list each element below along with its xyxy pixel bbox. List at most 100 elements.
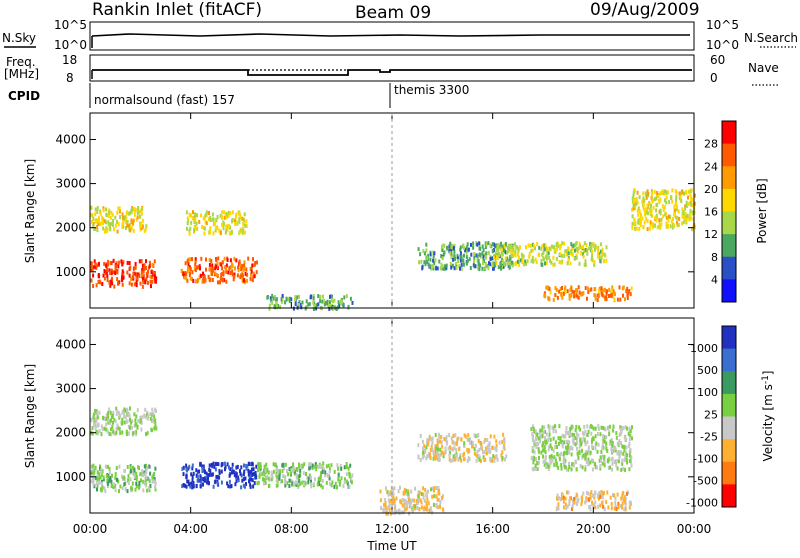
velocity-cb-label-main: Velocity [m s bbox=[761, 384, 775, 461]
velocity-cell bbox=[212, 484, 215, 489]
power-cell bbox=[108, 268, 111, 273]
velocity-cell bbox=[108, 477, 111, 482]
velocity-cell bbox=[572, 497, 575, 502]
power-cell bbox=[459, 258, 462, 263]
power-cell bbox=[116, 210, 119, 215]
power-cell bbox=[442, 252, 445, 257]
velocity-cell bbox=[337, 476, 340, 481]
power-cell bbox=[117, 260, 120, 265]
power-cell bbox=[495, 261, 498, 266]
velocity-cell bbox=[97, 430, 100, 435]
power-cell bbox=[675, 194, 678, 199]
velocity-cell bbox=[556, 496, 558, 501]
power-cell bbox=[570, 285, 573, 290]
power-cell bbox=[191, 257, 193, 262]
power-cell bbox=[219, 280, 221, 285]
power-cell bbox=[452, 257, 455, 262]
velocity-cell bbox=[309, 462, 312, 466]
power-cell bbox=[252, 257, 254, 262]
power-cell bbox=[290, 297, 293, 302]
velocity-cell bbox=[317, 476, 320, 481]
power-cell bbox=[225, 212, 228, 217]
power-cell bbox=[130, 218, 133, 223]
velocity-cell bbox=[561, 433, 564, 438]
velocity-cell bbox=[590, 439, 593, 444]
power-cell bbox=[138, 209, 141, 214]
power-cell bbox=[331, 306, 334, 311]
velocity-cell bbox=[614, 501, 617, 506]
power-cell bbox=[691, 211, 694, 216]
power-cell bbox=[483, 252, 486, 257]
velocity-colorbar-frame bbox=[721, 325, 737, 508]
velocity-cell bbox=[116, 409, 119, 414]
power-cell bbox=[243, 260, 246, 265]
power-cell bbox=[516, 252, 519, 257]
power-cell bbox=[599, 249, 602, 254]
velocity-cell bbox=[611, 449, 614, 453]
velocity-cell bbox=[477, 433, 480, 438]
velocity-cell bbox=[542, 454, 544, 459]
search-tick-high: 10^5 bbox=[706, 18, 739, 32]
power-cell bbox=[512, 261, 515, 266]
velocity-cell bbox=[185, 484, 188, 489]
velocity-cell bbox=[628, 441, 631, 446]
power-cell bbox=[132, 228, 135, 233]
power-ytick-label: 2000 bbox=[55, 221, 86, 235]
velocity-cell bbox=[150, 427, 153, 432]
power-cell bbox=[622, 285, 625, 290]
velocity-cell bbox=[622, 425, 625, 430]
power-cell bbox=[453, 266, 456, 271]
power-cell bbox=[553, 262, 556, 267]
power-cell bbox=[229, 231, 232, 236]
velocity-cell bbox=[98, 480, 101, 485]
velocity-cell bbox=[343, 465, 346, 470]
velocity-cell bbox=[571, 462, 573, 467]
power-cell bbox=[432, 250, 435, 255]
velocity-cell bbox=[594, 500, 597, 505]
velocity-cell bbox=[535, 442, 538, 447]
power-cell bbox=[558, 260, 561, 264]
power-cell bbox=[458, 264, 461, 269]
velocity-cell bbox=[151, 479, 154, 484]
power-cell bbox=[113, 284, 116, 289]
power-cell bbox=[121, 282, 124, 287]
velocity-cell bbox=[606, 490, 609, 495]
velocity-cell bbox=[568, 499, 571, 503]
velocity-cell bbox=[564, 496, 567, 501]
power-cell bbox=[598, 254, 601, 259]
power-cell bbox=[186, 221, 189, 226]
power-cell bbox=[343, 295, 346, 300]
power-cell bbox=[517, 255, 520, 260]
velocity-cell bbox=[474, 443, 477, 448]
power-cell bbox=[192, 210, 194, 215]
velocity-cell bbox=[124, 415, 127, 420]
power-cell bbox=[208, 258, 211, 262]
power-cell bbox=[432, 264, 435, 269]
velocity-cell bbox=[114, 472, 117, 477]
velocity-cell bbox=[311, 463, 314, 468]
velocity-cell bbox=[391, 493, 394, 498]
power-cell bbox=[142, 267, 145, 272]
velocity-cell bbox=[389, 511, 392, 516]
power-cell bbox=[637, 218, 640, 223]
velocity-cell bbox=[149, 416, 152, 421]
velocity-cell bbox=[195, 484, 198, 489]
power-cell bbox=[426, 260, 428, 265]
power-cell bbox=[425, 248, 428, 253]
power-cell bbox=[229, 211, 232, 215]
power-cell bbox=[676, 223, 679, 228]
power-cell bbox=[239, 262, 242, 267]
velocity-cell bbox=[306, 475, 309, 480]
velocity-cell bbox=[208, 481, 210, 486]
velocity-cell bbox=[387, 492, 390, 497]
x-axis: 00:00 04:00 08:00 12:00 16:00 20:00 00:00 bbox=[73, 113, 711, 536]
velocity-cell bbox=[425, 494, 428, 499]
velocity-cell bbox=[456, 440, 458, 445]
velocity-cell bbox=[486, 438, 489, 442]
velocity-cell bbox=[126, 407, 129, 412]
power-cell bbox=[220, 262, 223, 267]
power-cell bbox=[150, 270, 153, 275]
velocity-cell bbox=[148, 488, 151, 493]
power-colorbar-tick: 12 bbox=[704, 228, 718, 241]
power-cell bbox=[337, 300, 340, 305]
